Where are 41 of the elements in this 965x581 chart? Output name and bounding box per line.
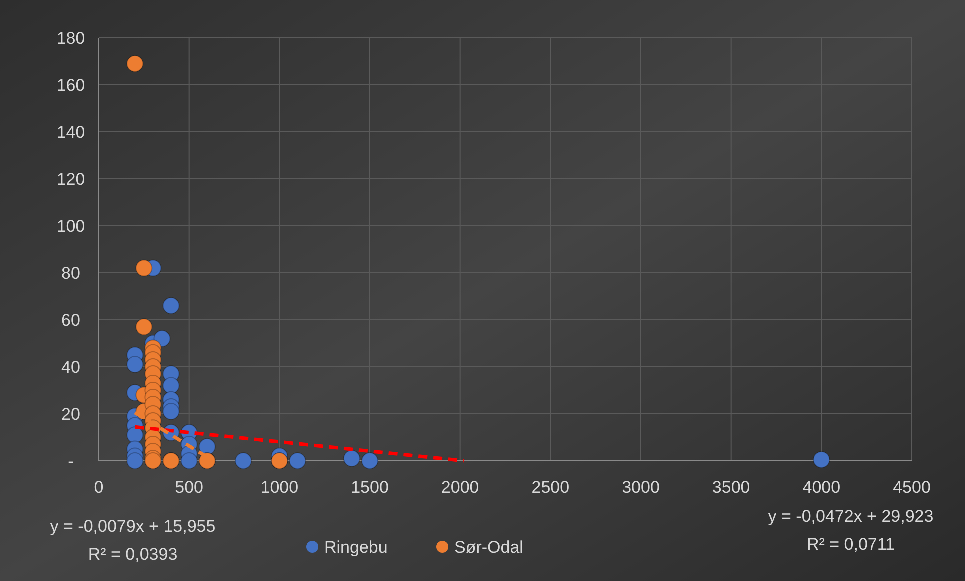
x-tick-label: 3500: [712, 478, 750, 497]
point: [235, 452, 252, 470]
y-tick-label: 140: [56, 122, 86, 142]
point: [362, 452, 378, 470]
x-tick-label: 2500: [532, 478, 570, 497]
point: [162, 297, 180, 314]
text: y = -0,0079x + 15,955: [50, 517, 216, 536]
x-tick-label: 3000: [622, 478, 660, 497]
x-tick-label: 4500: [893, 478, 931, 497]
point: [126, 356, 144, 374]
y-tick-label: 180: [56, 28, 86, 48]
point: [198, 438, 216, 456]
y-tick-label: 120: [56, 170, 86, 189]
legend-label: Sør-Odal: [454, 538, 524, 557]
x-tick-label: 0: [94, 478, 104, 497]
x-tick-label: 1000: [260, 478, 299, 497]
x-tick-label: 1500: [351, 478, 389, 497]
x-tick-label: 500: [175, 478, 204, 497]
y-tick-label: 160: [56, 76, 86, 95]
x-tick-label: 2000: [441, 478, 480, 497]
point: [136, 260, 153, 277]
point: [180, 452, 198, 470]
x-tick-label: 4000: [802, 478, 841, 497]
y-tick-label: 80: [62, 264, 80, 283]
text: y = -0,0472x + 29,923: [768, 507, 934, 526]
y-tick-label: -: [68, 452, 74, 471]
y-tick-label: 40: [62, 358, 80, 377]
point: [126, 55, 144, 72]
text: R² = 0,0393: [88, 545, 178, 564]
text: R² = 0,0711: [806, 535, 896, 554]
point: [343, 450, 360, 468]
y-tick-label: 100: [56, 216, 86, 236]
point: [162, 403, 180, 420]
y-tick-label: 60: [62, 310, 80, 330]
y-tick-label: 20: [62, 404, 80, 424]
point: [136, 318, 153, 336]
point: [162, 377, 180, 394]
point: [813, 451, 830, 468]
point: [126, 452, 144, 470]
legend-label: Ringebu: [324, 538, 388, 557]
point: [289, 452, 306, 470]
